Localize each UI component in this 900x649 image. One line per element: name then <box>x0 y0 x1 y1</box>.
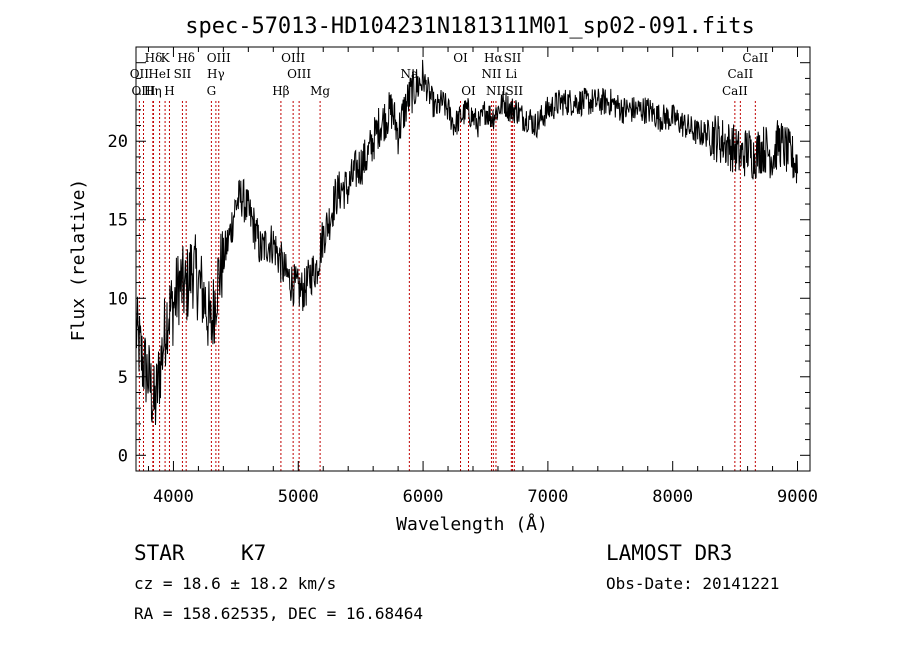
spectral-line-label: NII <box>481 67 501 81</box>
x-tick-label: 4000 <box>153 487 194 507</box>
spectral-line-markers <box>138 101 756 471</box>
subclass: K7 <box>241 541 266 565</box>
y-axis-ticks: 0 5 10 15 20 <box>108 62 810 466</box>
spectral-line-label: OI <box>461 84 476 98</box>
spectral-line-label: Hγ <box>207 67 225 81</box>
spectral-line-label: Hδ <box>177 51 195 65</box>
x-tick-label: 7000 <box>527 487 568 507</box>
spectral-line-label: Na <box>401 67 419 81</box>
object-class: STAR <box>134 541 185 565</box>
spectral-line-label: OIII <box>287 67 311 81</box>
spectral-line-label: OII <box>130 67 150 81</box>
y-axis-label: Flux (relative) <box>68 179 89 342</box>
spectral-line-label: Hα <box>484 51 503 65</box>
spectral-line-label: Li <box>505 67 517 81</box>
spectral-line-label: NII <box>486 84 506 98</box>
x-tick-label: 9000 <box>777 487 818 507</box>
spectral-line-label: H <box>164 84 174 98</box>
x-tick-label: 5000 <box>278 487 319 507</box>
coordinates: RA = 158.62535, DEC = 16.68464 <box>134 604 423 623</box>
spectral-line-label: Hδ <box>145 51 163 65</box>
spectral-line-label: SII <box>504 51 522 65</box>
observation-date: Obs-Date: 20141221 <box>606 574 779 593</box>
spectral-line-label: G <box>207 84 217 98</box>
y-tick-label: 0 <box>118 446 128 466</box>
y-tick-label: 15 <box>108 211 128 231</box>
spectral-line-label: SII <box>174 67 192 81</box>
spectral-line-label: OIII <box>281 51 305 65</box>
spectral-line-label: CaII <box>742 51 768 65</box>
redshift-value: cz = 18.6 ± 18.2 km/s <box>134 574 336 593</box>
spectral-line-label: CaII <box>727 67 753 81</box>
spectral-line-label: OIII <box>207 51 231 65</box>
spectrum-line <box>135 59 798 426</box>
spectral-line-label: Hβ <box>272 84 289 98</box>
x-tick-label: 6000 <box>403 487 444 507</box>
chart-title: spec-57013-HD104231N181311M01_sp02-091.f… <box>185 14 755 39</box>
spectral-line-label: HeI <box>148 67 171 81</box>
x-tick-label: 8000 <box>652 487 693 507</box>
spectral-line-label: CaII <box>722 84 748 98</box>
y-tick-label: 5 <box>118 368 128 388</box>
y-tick-label: 20 <box>108 132 128 152</box>
spectral-line-label: OI <box>453 51 468 65</box>
x-axis-label: Wavelength (Å) <box>396 513 548 535</box>
spectral-line-label: SII <box>505 84 523 98</box>
plot-frame <box>135 46 811 472</box>
y-tick-label: 10 <box>108 289 128 309</box>
survey-name: LAMOST DR3 <box>606 541 732 565</box>
spectral-line-label: K <box>161 51 171 65</box>
spectral-line-label: Hη <box>144 84 162 98</box>
spectral-line-label: Mg <box>310 84 330 98</box>
x-axis-ticks: 4000 5000 6000 7000 8000 9000 <box>147 47 818 507</box>
